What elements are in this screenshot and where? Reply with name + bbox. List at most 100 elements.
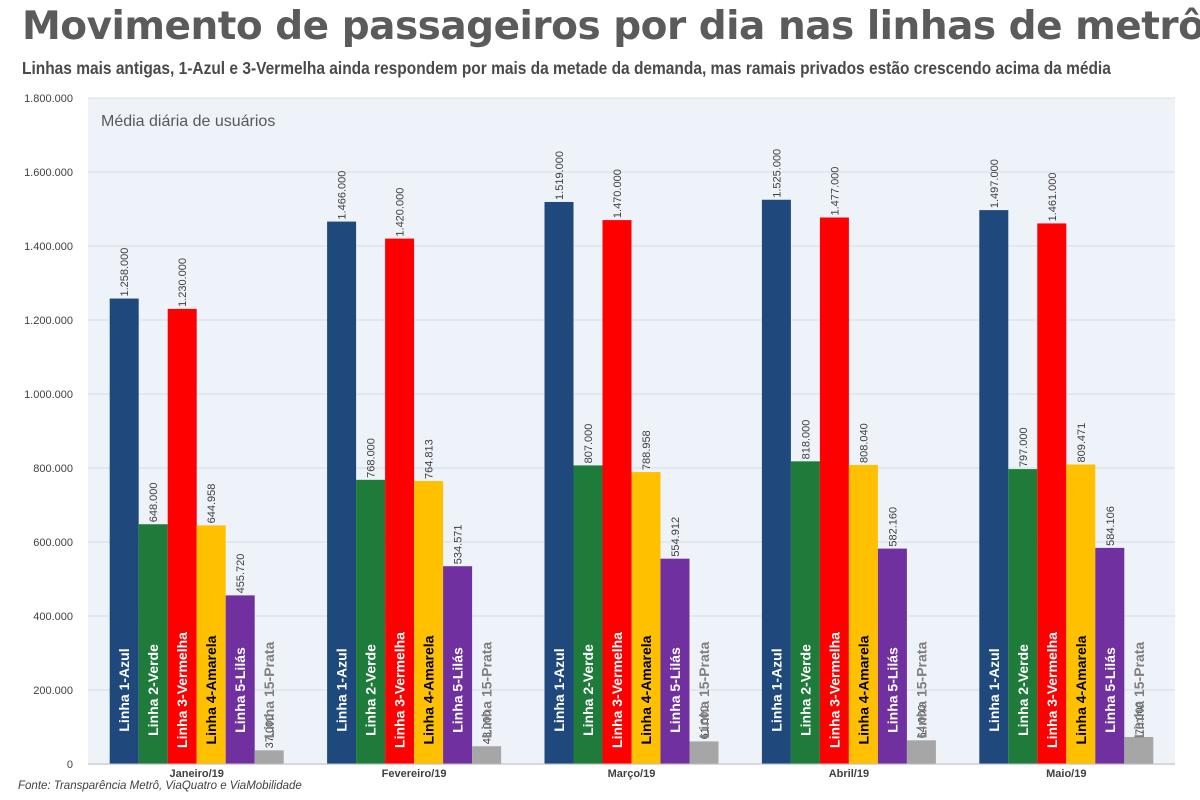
y-tick-label: 600.000	[33, 537, 73, 549]
bar	[225, 595, 255, 764]
series-label: Linha 5-Lilás	[667, 647, 683, 733]
series-label: Linha 1-Azul	[768, 648, 784, 731]
bar	[689, 741, 719, 764]
bar	[819, 217, 849, 764]
x-tick-label: Fevereiro/19	[382, 768, 447, 780]
series-label: Linha 5-Lilás	[1102, 647, 1118, 733]
data-label: 809.471	[1076, 423, 1088, 463]
data-label: 1.466.000	[337, 171, 349, 220]
data-label: 73.000	[1134, 701, 1146, 735]
bar	[472, 746, 502, 764]
bar	[109, 298, 139, 764]
bar	[196, 525, 226, 764]
series-label: Linha 2-Verde	[145, 644, 161, 736]
series-label: Linha 3-Vermelha	[392, 632, 408, 748]
bar	[254, 750, 284, 764]
y-axis: 0 200.000 400.000 600.000 800.000 1.000.000 1.…	[24, 93, 73, 771]
y-tick-label: 400.000	[33, 611, 73, 623]
series-label: Linha 2-Verde	[1015, 644, 1031, 736]
bar	[573, 465, 603, 764]
data-label: 648.000	[148, 482, 160, 522]
data-label: 644.958	[206, 484, 218, 524]
data-label: 582.160	[887, 507, 899, 547]
bar	[1066, 464, 1096, 764]
bar	[761, 199, 791, 764]
series-label: Linha 15-Prata	[913, 642, 929, 739]
y-tick-label: 1.400.000	[24, 241, 73, 253]
series-label: Linha 3-Vermelha	[174, 632, 190, 748]
bar	[167, 308, 197, 764]
data-label: 64.000	[916, 705, 928, 739]
series-label: Linha 15-Prata	[479, 642, 495, 739]
series-label: Linha 3-Vermelha	[826, 632, 842, 748]
series-label: Linha 4-Amarela	[1073, 635, 1089, 744]
bar	[979, 210, 1009, 765]
data-label: 1.461.000	[1047, 172, 1059, 221]
series-label: Linha 5-Lilás	[450, 647, 466, 733]
y-tick-label: 1.000.000	[24, 389, 73, 401]
bar	[385, 238, 415, 765]
bar	[660, 558, 690, 764]
series-label: Linha 2-Verde	[797, 644, 813, 736]
data-label: 554.912	[670, 517, 682, 557]
bar	[1095, 547, 1125, 764]
data-label: 818.000	[800, 420, 812, 460]
series-label: Linha 15-Prata	[1131, 642, 1147, 739]
data-label: 1.470.000	[612, 169, 624, 218]
bar	[631, 472, 661, 764]
y-tick-label: 0	[67, 759, 73, 771]
bar	[790, 461, 820, 764]
data-label: 584.106	[1105, 506, 1117, 546]
bar	[138, 524, 168, 764]
bar	[848, 465, 878, 764]
y-tick-label: 800.000	[33, 463, 73, 475]
series-label: Linha 3-Vermelha	[1044, 632, 1060, 748]
data-label: 768.000	[366, 438, 378, 478]
bar	[544, 201, 574, 765]
x-tick-label: Março/19	[608, 768, 656, 780]
series-label: Linha 1-Azul	[986, 648, 1002, 731]
bar	[356, 479, 386, 764]
chart-subtitle: Linhas mais antigas, 1-Azul e 3-Vermelha…	[22, 58, 1111, 78]
x-tick-label: Abril/19	[829, 768, 869, 780]
series-label: Linha 5-Lilás	[232, 647, 248, 733]
bar	[443, 566, 473, 764]
data-label: 764.813	[424, 439, 436, 479]
data-label: 455.720	[235, 554, 247, 594]
y-tick-label: 1.800.000	[24, 93, 73, 105]
data-label: 788.958	[641, 430, 653, 470]
series-label: Linha 4-Amarela	[421, 635, 437, 744]
data-label: 1.258.000	[119, 248, 131, 297]
x-tick-label: Maio/19	[1046, 768, 1086, 780]
data-label: 797.000	[1018, 427, 1030, 467]
y-tick-label: 1.600.000	[24, 167, 73, 179]
data-label: 1.497.000	[989, 159, 1001, 208]
series-label: Linha 15-Prata	[696, 642, 712, 739]
data-label: 1.230.000	[177, 258, 189, 307]
bar	[602, 220, 632, 765]
data-label: 807.000	[583, 424, 595, 464]
y-tick-label: 200.000	[33, 685, 73, 697]
bar	[1124, 736, 1154, 764]
x-tick-label: Janeiro/19	[169, 768, 223, 780]
series-label: Linha 4-Amarela	[638, 635, 654, 744]
series-label: Linha 2-Verde	[580, 644, 596, 736]
series-label: Linha 4-Amarela	[203, 635, 219, 744]
data-label: 1.477.000	[829, 167, 841, 216]
bar	[414, 481, 444, 764]
chart-inner-title: Média diária de usuários	[101, 113, 275, 130]
data-label: 37.000	[264, 715, 276, 749]
series-label: Linha 5-Lilás	[884, 647, 900, 733]
series-label: Linha 2-Verde	[363, 644, 379, 736]
bar	[327, 221, 357, 764]
data-label: 808.040	[858, 423, 870, 463]
series-label: Linha 1-Azul	[334, 648, 350, 731]
bar	[906, 740, 936, 764]
x-axis: Janeiro/19 Fevereiro/19 Março/19 Abril/19 Ma…	[88, 763, 1175, 780]
series-label: Linha 3-Vermelha	[609, 632, 625, 748]
page-title: Movimento de passageiros por dia nas lin…	[22, 4, 1200, 49]
series-label: Linha 1-Azul	[551, 648, 567, 731]
series-label: Linha 15-Prata	[261, 642, 277, 739]
data-label: 1.420.000	[395, 188, 407, 237]
